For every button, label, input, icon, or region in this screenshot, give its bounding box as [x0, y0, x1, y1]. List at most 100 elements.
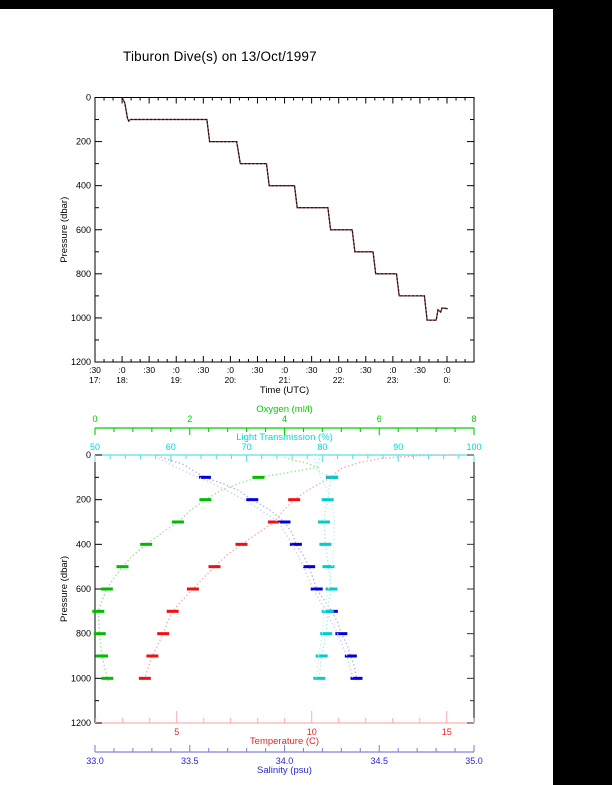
transmission-tick-label: 90: [393, 442, 403, 452]
marker-salinity-900: [344, 654, 357, 658]
y-tick-label: 1200: [71, 357, 91, 367]
marker-oxygen-200: [199, 498, 212, 502]
marker-temperature-500: [208, 565, 221, 569]
series-temperature: [138, 454, 455, 682]
y-tick-label: 200: [76, 495, 91, 505]
oxygen-tick-label: 0: [92, 414, 97, 424]
ctd-profile-plot: 0 200 400 600 800 1000 1200 Pressure (dbar) 0 2 4 6…: [59, 404, 483, 776]
marker-oxygen-1000: [101, 676, 114, 680]
x-minute-label: :0: [119, 365, 126, 375]
x-minute-label: :30: [414, 365, 426, 375]
marker-salinity-100: [198, 475, 211, 479]
marker-light-transmission-800: [320, 632, 333, 636]
marker-salinity-500: [303, 565, 316, 569]
descent-time-plot: 0 200 400 600 800 1000 1200 :30 :0 :30 :0 :30 :0 :30:…: [59, 93, 475, 396]
x-minute-label: :30: [143, 365, 155, 375]
x-hour-label: 17:: [89, 375, 101, 385]
marker-temperature-200: [288, 498, 301, 502]
time-axis-title: Time (UTC): [260, 385, 309, 396]
marker-temperature-400: [235, 542, 248, 546]
salinity-tick-label: 35.0: [465, 756, 483, 766]
marker-temperature-300: [267, 520, 280, 524]
temperature-axis-title: Temperature (C): [250, 736, 319, 747]
series-light-transmission: [313, 454, 339, 680]
salinity-tick-label: 34.5: [370, 756, 388, 766]
marker-salinity-1000: [350, 676, 363, 680]
x-hour-label: 22:: [333, 375, 345, 385]
marker-light-transmission-900: [315, 654, 328, 658]
x-minute-label: :0: [389, 365, 396, 375]
y-tick-label: 800: [76, 629, 91, 639]
marker-light-transmission-600: [325, 587, 338, 591]
x-minute-label: :0: [227, 365, 234, 375]
y-tick-label: 800: [76, 269, 91, 279]
transmission-axis-title: Light Transmission (%): [236, 432, 333, 443]
y-tick-label: 0: [86, 450, 91, 460]
marker-temperature-800: [157, 632, 170, 636]
series-transmission-upcast: [312, 454, 336, 679]
y-tick-label: 200: [76, 137, 91, 147]
temperature-tick-label: 10: [307, 727, 317, 737]
marker-salinity-300: [278, 520, 291, 524]
oxygen-axis-title: Oxygen (ml/l): [256, 404, 312, 415]
marker-salinity-800: [335, 632, 348, 636]
transmission-tick-label: 100: [466, 442, 481, 452]
marker-light-transmission-200: [321, 498, 334, 502]
x-minute-label: :30: [360, 365, 372, 375]
y-tick-label: 1000: [71, 673, 91, 683]
marker-temperature-700: [166, 609, 179, 613]
x-minute-label: :0: [443, 365, 450, 375]
marker-temperature-1000: [138, 676, 151, 680]
marker-light-transmission-100: [326, 475, 339, 479]
marker-temperature-900: [146, 654, 159, 658]
x-minute-label: :0: [173, 365, 180, 375]
marker-salinity-200: [246, 498, 259, 502]
transmission-tick-label: 50: [90, 442, 100, 452]
salinity-tick-label: 33.0: [86, 756, 104, 766]
x-hour-label: 0:: [443, 375, 450, 385]
marker-light-transmission-1000: [313, 676, 326, 680]
y-tick-label: 1000: [71, 313, 91, 323]
figure-title: Tiburon Dive(s) on 13/Oct/1997: [123, 49, 317, 64]
y-tick-label: 400: [76, 539, 91, 549]
x-hour-label: 21:: [279, 375, 291, 385]
marker-oxygen-800: [93, 632, 106, 636]
x-hour-label: 19:: [170, 375, 182, 385]
series-salinity-upcast: [151, 454, 354, 679]
x-minute-label: :30: [306, 365, 318, 375]
marker-oxygen-100: [252, 475, 265, 479]
marker-salinity-400: [289, 542, 302, 546]
y-tick-label: 0: [86, 93, 91, 103]
series-oxygen: [92, 456, 321, 682]
x-hour-label: 18:: [116, 375, 128, 385]
series-salinity: [157, 454, 363, 683]
marker-salinity-600: [310, 587, 323, 591]
right-black-bar: [553, 0, 612, 785]
oxygen-tick-label: 6: [377, 414, 382, 424]
temperature-tick-label: 15: [442, 727, 452, 737]
y-tick-label: 600: [76, 225, 91, 235]
oxygen-tick-label: 2: [187, 414, 192, 424]
marker-oxygen-900: [96, 654, 109, 658]
salinity-tick-label: 34.0: [276, 756, 294, 766]
x-minute-label: :0: [281, 365, 288, 375]
marker-oxygen-500: [116, 565, 129, 569]
transmission-tick-label: 60: [166, 442, 176, 452]
x-hour-label: 23:: [387, 375, 399, 385]
y-tick-label: 400: [76, 181, 91, 191]
x-hour-label: 20:: [224, 375, 236, 385]
marker-light-transmission-300: [317, 520, 330, 524]
top-black-bar: [0, 0, 612, 9]
transmission-tick-label: 80: [317, 442, 327, 452]
salinity-tick-label: 33.5: [181, 756, 199, 766]
pressure-axis-title-bottom: Pressure (dbar): [59, 556, 70, 622]
y-tick-label: 600: [76, 584, 91, 594]
transmission-tick-label: 70: [242, 442, 252, 452]
oxygen-tick-label: 4: [282, 414, 287, 424]
marker-oxygen-600: [100, 587, 113, 591]
marker-light-transmission-700: [321, 609, 334, 613]
oxygen-tick-label: 8: [471, 414, 476, 424]
y-tick-label: 1200: [71, 718, 91, 728]
temperature-tick-label: 5: [174, 727, 179, 737]
